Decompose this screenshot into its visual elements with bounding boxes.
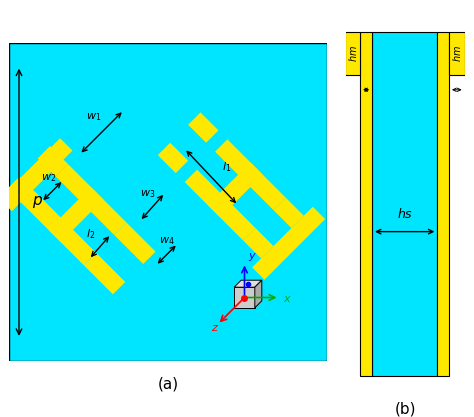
Polygon shape [37, 146, 68, 176]
Bar [234, 287, 255, 308]
Polygon shape [55, 164, 127, 235]
Text: $w_1$: $w_1$ [86, 112, 101, 123]
Text: $l_2$: $l_2$ [86, 227, 95, 241]
Text: $w_2$: $w_2$ [41, 172, 56, 184]
Polygon shape [8, 176, 37, 207]
Text: $hm$: $hm$ [451, 45, 463, 62]
Polygon shape [185, 170, 255, 241]
Text: (b): (b) [394, 402, 416, 417]
Bar [449, 32, 465, 75]
Text: $y$: $y$ [247, 251, 256, 264]
Text: $hm$: $hm$ [346, 45, 358, 62]
Polygon shape [273, 198, 304, 228]
Text: $l_1$: $l_1$ [222, 161, 232, 174]
Polygon shape [255, 280, 262, 308]
Polygon shape [188, 113, 219, 143]
Text: $p$: $p$ [32, 194, 43, 210]
Text: $x$: $x$ [283, 294, 292, 304]
Bar [437, 32, 449, 377]
Polygon shape [114, 222, 155, 264]
Text: (a): (a) [158, 377, 179, 392]
Bar [372, 32, 437, 377]
Polygon shape [243, 228, 273, 259]
Text: $w_3$: $w_3$ [140, 188, 155, 200]
Polygon shape [48, 187, 103, 242]
Polygon shape [208, 162, 263, 217]
Polygon shape [25, 194, 96, 265]
Polygon shape [215, 139, 286, 210]
Polygon shape [0, 138, 73, 211]
Bar [360, 32, 372, 377]
Text: $w_4$: $w_4$ [159, 236, 174, 247]
Polygon shape [84, 253, 125, 294]
Text: $hs$: $hs$ [397, 207, 413, 221]
Polygon shape [252, 207, 325, 280]
Polygon shape [158, 143, 188, 173]
Bar [345, 32, 360, 75]
Text: $z$: $z$ [211, 323, 219, 333]
Polygon shape [234, 280, 262, 287]
